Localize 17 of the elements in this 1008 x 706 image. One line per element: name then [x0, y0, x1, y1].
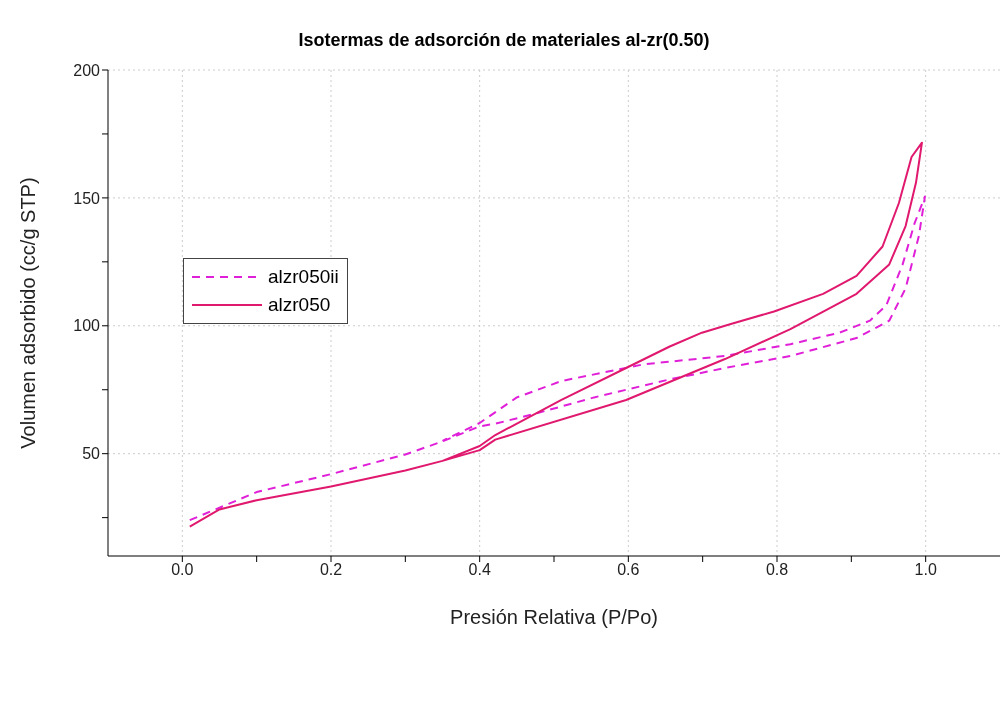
legend-label: alzr050ii [268, 265, 339, 289]
y-tick-label: 100 [73, 317, 101, 335]
x-tick-label: 0.4 [468, 561, 491, 579]
y-tick-label: 50 [82, 445, 101, 463]
y-tick-label: 200 [73, 61, 101, 79]
y-axis-title: Volumen adsorbido (cc/g STP) [17, 177, 40, 449]
line-series [188, 195, 926, 522]
x-tick-label: 0.6 [617, 561, 640, 579]
legend-label: alzr050 [268, 293, 331, 317]
y-tick-label: 150 [73, 189, 101, 207]
x-tick-label: 0.8 [765, 561, 789, 579]
line-series [188, 141, 923, 528]
x-axis-title: Presión Relativa (P/Po) [450, 606, 658, 628]
x-tick-label: 0.2 [319, 561, 343, 579]
x-tick-label: 1.0 [914, 561, 937, 579]
chart-title: Isotermas de adsorción de materiales al-zr(0.50) [297, 30, 711, 51]
x-tick-label: 0.0 [171, 561, 194, 579]
